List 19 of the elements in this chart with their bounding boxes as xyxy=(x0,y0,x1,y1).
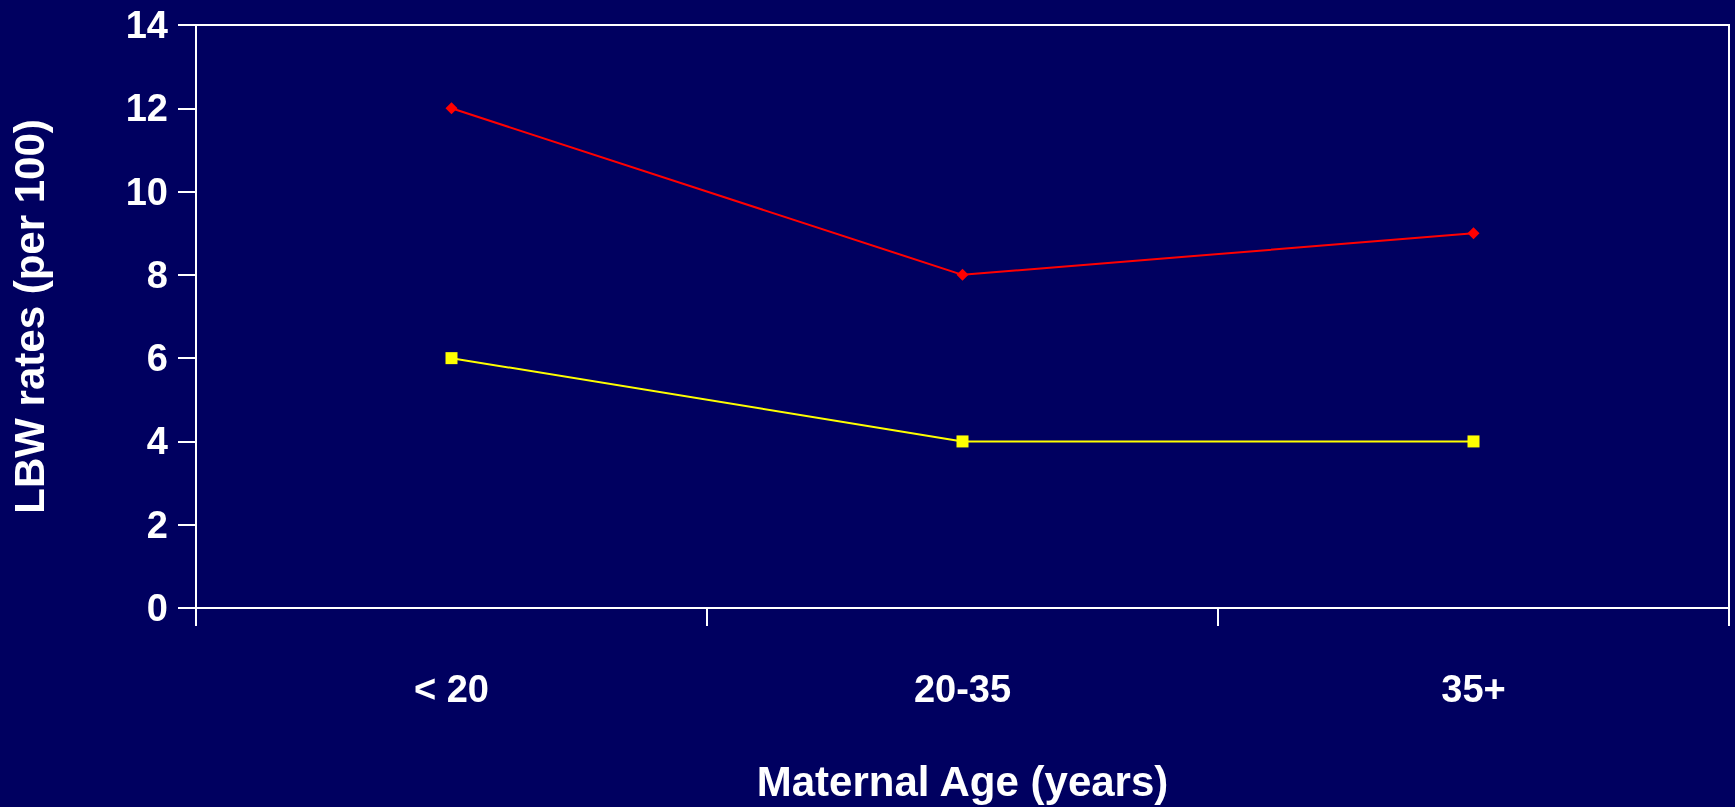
y-tick-label: 8 xyxy=(146,253,168,296)
y-tick-label: 4 xyxy=(146,420,168,463)
y-tick-label: 6 xyxy=(146,337,168,380)
y-tick-label: 0 xyxy=(146,587,168,629)
y-tick-label: 12 xyxy=(125,87,168,130)
y-tick-label: 10 xyxy=(125,170,168,213)
point xyxy=(1467,227,1480,240)
x-tick-label: 20-35 xyxy=(913,668,1012,710)
x-tick-label: 35+ xyxy=(1441,668,1506,710)
y-axis-title: LBW rates (per 100) xyxy=(5,119,53,514)
x-tick-label: < 20 xyxy=(413,668,490,710)
point xyxy=(956,268,969,281)
x-axis-title: Maternal Age (years) xyxy=(756,757,1169,805)
y-tick-label: 2 xyxy=(146,503,168,546)
point xyxy=(956,435,969,448)
point xyxy=(445,352,458,365)
point xyxy=(1467,435,1480,448)
point xyxy=(445,102,458,115)
y-tick-label: 14 xyxy=(125,4,168,46)
